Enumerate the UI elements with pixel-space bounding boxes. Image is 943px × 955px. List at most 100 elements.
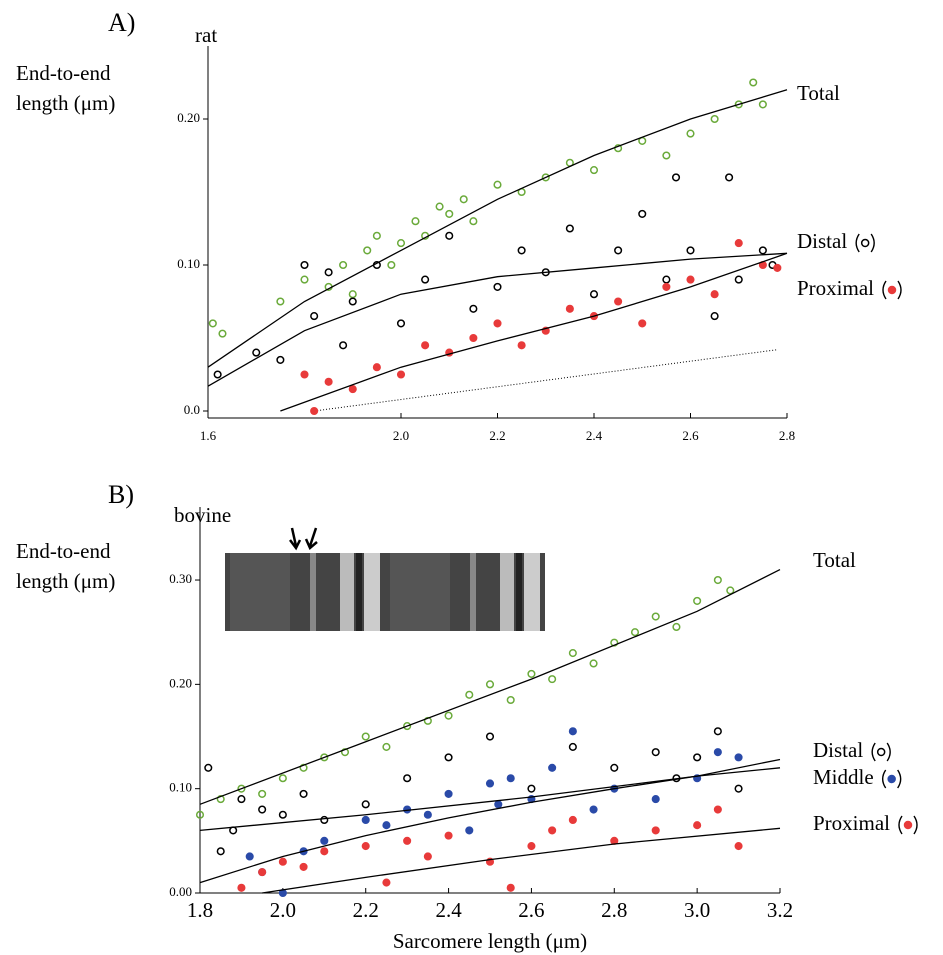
- data-point: [710, 290, 719, 299]
- x-tick-label: 2.8: [601, 898, 627, 922]
- legend-marker: [876, 747, 886, 757]
- legend-bracket: [898, 815, 918, 835]
- data-point: [339, 341, 348, 350]
- legend-label: Distal: [813, 738, 863, 762]
- data-point: [713, 805, 722, 814]
- y-tick-label: 0.30: [169, 571, 192, 586]
- y-tick-label: 0.20: [177, 110, 200, 125]
- data-point: [218, 329, 227, 338]
- data-point: [278, 810, 287, 819]
- legend-label: Proximal: [797, 276, 874, 300]
- data-point: [324, 268, 333, 277]
- data-point: [710, 312, 719, 321]
- x-tick-label: 2.2: [489, 428, 505, 443]
- data-point: [445, 209, 454, 218]
- data-point: [361, 815, 370, 825]
- data-point: [734, 753, 743, 762]
- fit-line: [262, 827, 781, 894]
- data-point: [548, 826, 557, 835]
- data-point: [671, 173, 681, 182]
- legend-label: Total: [813, 548, 856, 572]
- x-tick-label: 2.8: [779, 428, 795, 443]
- data-point: [208, 319, 217, 328]
- data-point: [372, 231, 381, 240]
- x-tick-label: 2.6: [518, 898, 544, 922]
- data-point: [614, 246, 623, 255]
- data-point: [548, 763, 557, 772]
- data-point: [734, 239, 743, 248]
- data-point: [278, 857, 287, 866]
- panel-label: B): [108, 480, 134, 509]
- data-point: [310, 406, 319, 416]
- data-point: [686, 246, 695, 255]
- data-point: [348, 290, 357, 299]
- data-point: [713, 575, 722, 585]
- x-tick-label: 2.4: [586, 428, 603, 443]
- data-point: [568, 727, 577, 736]
- data-point: [734, 784, 743, 793]
- data-point: [672, 622, 681, 632]
- data-point: [693, 596, 702, 605]
- data-point: [444, 711, 453, 720]
- data-point: [445, 231, 454, 240]
- legend-label: Proximal: [813, 811, 890, 835]
- data-point: [517, 341, 526, 350]
- y-tick-label: 0.00: [169, 884, 192, 899]
- data-point: [278, 774, 287, 783]
- data-point: [403, 836, 412, 845]
- data-point: [693, 821, 702, 830]
- data-point: [299, 789, 308, 798]
- data-point: [421, 341, 430, 350]
- data-point: [568, 649, 577, 658]
- fit-line: [207, 252, 788, 387]
- x-tick-label: 2.6: [682, 428, 699, 443]
- data-point: [485, 779, 495, 788]
- data-point: [651, 795, 660, 804]
- x-tick-label: 2.4: [435, 898, 462, 922]
- data-point: [710, 114, 719, 124]
- data-point: [411, 217, 420, 226]
- fit-line: [199, 569, 781, 805]
- data-point: [565, 304, 574, 313]
- data-point: [734, 100, 743, 109]
- data-point: [320, 847, 329, 856]
- y-tick-label: 0.10: [177, 256, 200, 271]
- data-point: [638, 209, 647, 218]
- x-tick-label: 3.2: [767, 898, 793, 922]
- data-point: [517, 246, 526, 255]
- data-point: [749, 78, 758, 87]
- data-point: [506, 883, 515, 892]
- legend-marker: [860, 238, 870, 248]
- data-point: [320, 836, 329, 845]
- data-point: [610, 763, 619, 772]
- data-point: [614, 297, 623, 306]
- x-tick-label: 3.0: [684, 898, 710, 922]
- y-tick-label: 0.10: [169, 780, 192, 795]
- data-point: [568, 815, 577, 825]
- data-point: [300, 370, 309, 379]
- legend-marker: [887, 285, 897, 295]
- data-point: [237, 784, 246, 793]
- legend-label: Distal: [797, 229, 847, 253]
- data-point: [213, 370, 222, 379]
- data-point: [506, 695, 515, 705]
- data-point: [320, 815, 329, 825]
- data-point: [204, 763, 213, 772]
- x-tick-label: 2.2: [353, 898, 379, 922]
- data-point: [363, 246, 372, 255]
- data-point: [310, 312, 319, 321]
- data-point: [252, 348, 261, 357]
- data-point: [276, 297, 285, 306]
- y-axis-label: length (μm): [16, 91, 115, 115]
- data-point: [300, 275, 309, 284]
- data-point: [423, 810, 432, 819]
- legend-bracket: [871, 742, 891, 762]
- legend-bracket: [855, 233, 875, 253]
- data-point: [382, 821, 391, 830]
- data-point: [387, 260, 396, 270]
- data-point: [396, 370, 406, 379]
- data-point: [527, 669, 536, 678]
- data-point: [465, 826, 474, 835]
- data-point: [237, 883, 246, 892]
